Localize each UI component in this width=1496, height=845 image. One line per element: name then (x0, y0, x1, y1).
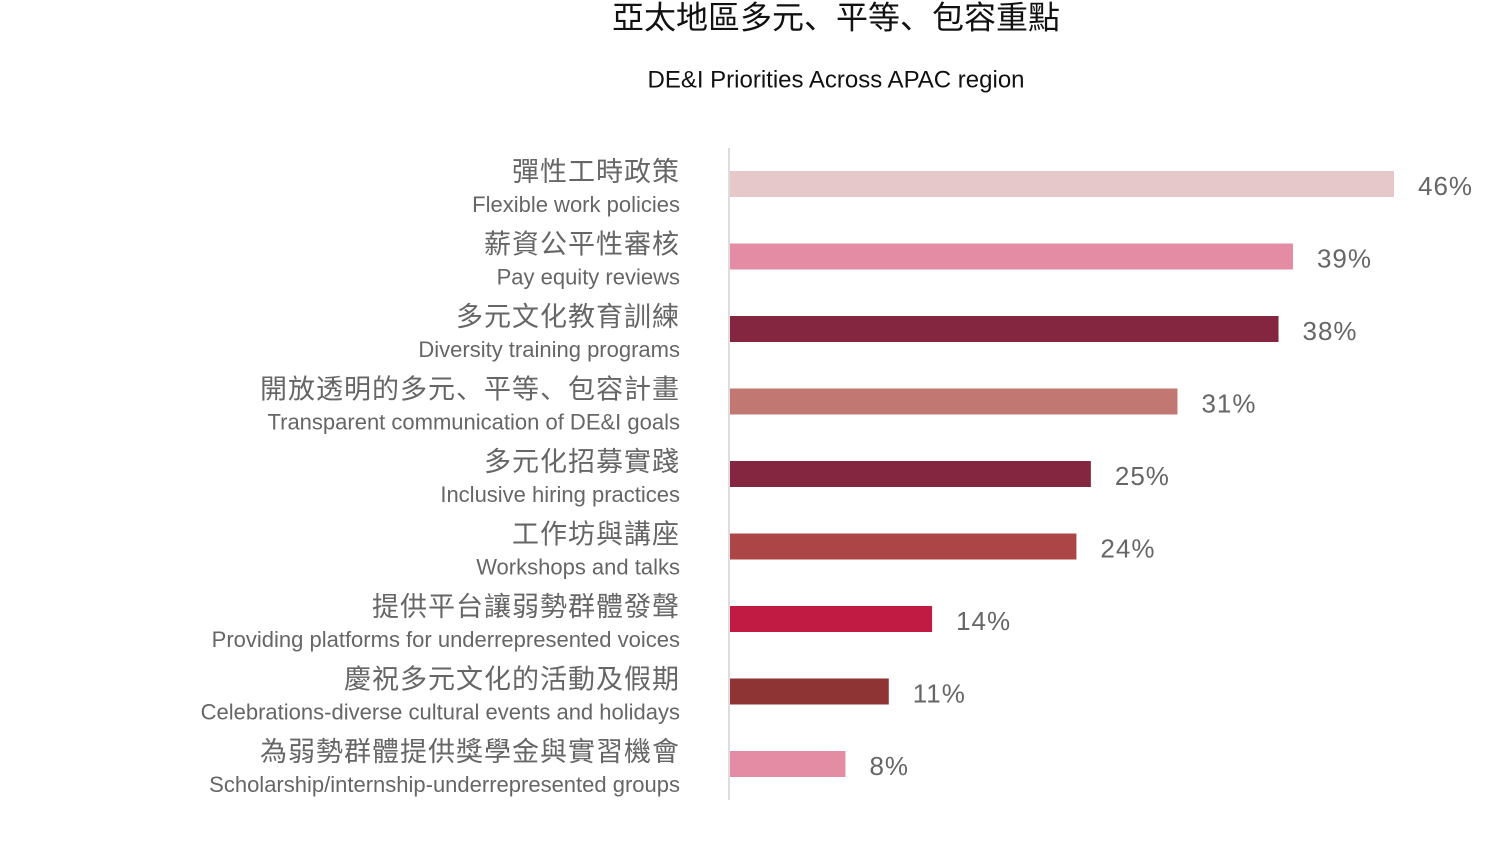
category-subtitle: Transparent communication of DE&I goals (268, 409, 681, 434)
category-subtitle: Workshops and talks (476, 554, 680, 579)
category-subtitle: Pay equity reviews (497, 264, 680, 289)
bar (730, 751, 846, 777)
bar (730, 533, 1077, 560)
bar (730, 461, 1091, 487)
category-subtitle: Scholarship/internship-underrepresented … (209, 772, 680, 797)
bar (730, 316, 1279, 342)
category-label: 多元文化教育訓練 (456, 302, 680, 332)
value-label: 14% (956, 606, 1011, 636)
value-label: 38% (1303, 316, 1358, 346)
category-label: 開放透明的多元、平等、包容計畫 (260, 375, 680, 405)
value-label: 31% (1201, 388, 1256, 418)
category-label: 彈性工時政策 (512, 157, 680, 187)
bar (730, 388, 1178, 415)
category-label: 慶祝多元文化的活動及假期 (344, 665, 680, 695)
value-label: 39% (1317, 243, 1372, 273)
category-subtitle: Diversity training programs (418, 337, 680, 362)
value-label: 24% (1100, 533, 1155, 563)
bar (730, 171, 1394, 197)
category-subtitle: Celebrations-diverse cultural events and… (201, 699, 680, 724)
value-label: 46% (1418, 171, 1473, 201)
chart-title: 亞太地區多元、平等、包容重點 (612, 0, 1060, 35)
value-label: 8% (869, 751, 909, 781)
bar (730, 678, 889, 705)
category-label: 工作坊與講座 (512, 520, 680, 550)
category-subtitle: Flexible work policies (472, 192, 680, 217)
value-label: 25% (1115, 461, 1170, 491)
category-subtitle: Providing platforms for underrepresented… (212, 627, 680, 652)
chart-subtitle: DE&I Priorities Across APAC region (647, 66, 1024, 93)
category-label: 薪資公平性審核 (484, 230, 680, 260)
bar (730, 243, 1293, 270)
category-label: 提供平台讓弱勢群體發聲 (372, 592, 680, 622)
category-label: 為弱勢群體提供獎學金與實習機會 (260, 737, 680, 767)
bar (730, 606, 933, 632)
value-label: 11% (913, 678, 966, 708)
category-label: 多元化招募實踐 (484, 447, 680, 477)
category-subtitle: Inclusive hiring practices (440, 482, 680, 507)
